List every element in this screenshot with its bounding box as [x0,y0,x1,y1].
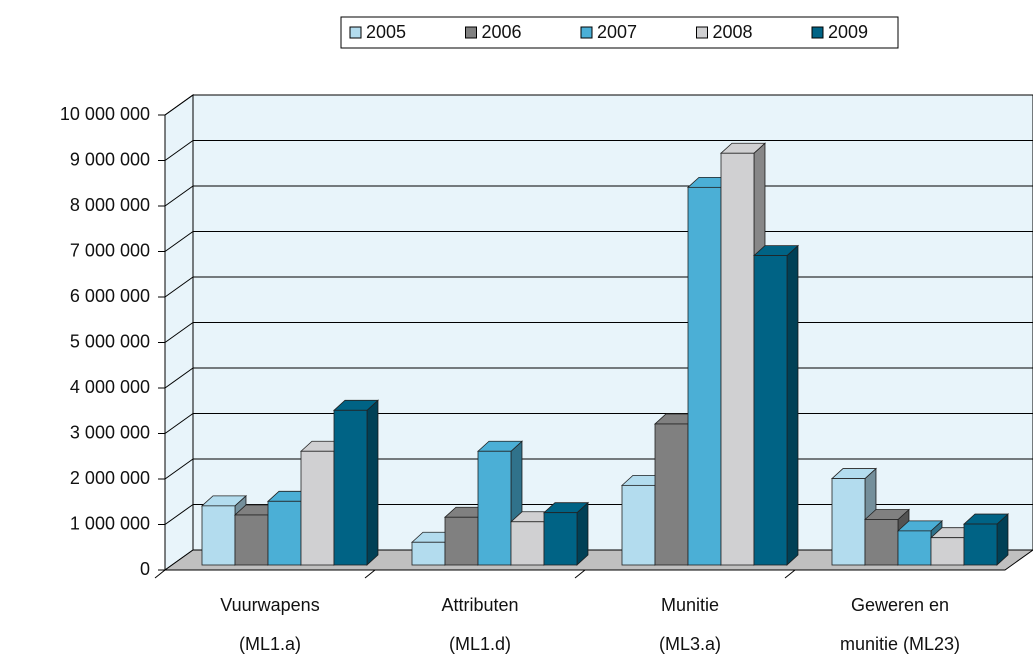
bar-side-shade [997,514,1008,565]
grid-line [164,322,194,343]
y-tick-label: 8 000 000 [70,195,150,215]
x-tick [364,569,376,579]
floor [163,549,1033,571]
grid-line [164,367,194,389]
grid-line [164,413,194,434]
y-tick-label: 2 000 000 [70,468,150,488]
bar [543,512,578,566]
legend-label: 2009 [828,22,868,42]
bar-side-shade [367,400,378,565]
y-tick-label: 0 [140,559,150,579]
grid-line [164,276,194,298]
bar [333,409,368,566]
grid-line [164,94,194,116]
bar [831,478,866,566]
x-tick [154,569,166,579]
bar [201,505,236,566]
legend-swatch [811,26,824,39]
bar-side-shade [577,502,588,565]
x-tick-label: Munitie [661,595,719,615]
x-tick-label: (ML1.a) [239,634,301,654]
x-tick-label: Vuurwapens [220,595,319,615]
bar [477,450,512,566]
bar [864,519,899,566]
bar [621,484,656,566]
bar [444,516,479,566]
legend-label: 2008 [713,22,753,42]
bar [963,523,998,566]
bar [267,500,302,566]
bar [654,423,689,566]
x-tick [784,569,796,579]
y-tick-label: 5 000 000 [70,331,150,351]
y-tick-label: 10 000 000 [60,104,150,124]
bar-side-shade [787,245,798,565]
y-tick-label: 9 000 000 [70,149,150,169]
x-tick [574,569,586,579]
legend-box [340,16,899,49]
bar [753,255,788,566]
legend-swatch [465,26,477,39]
bar [720,152,755,566]
legend-label: 2006 [482,22,522,42]
x-tick-label: Geweren en [851,595,949,615]
bar [510,521,545,566]
grid-line [164,504,194,525]
y-tick-label: 7 000 000 [70,240,150,260]
x-tick-label: (ML3.a) [659,634,721,654]
y-tick-label: 1 000 000 [70,513,150,533]
x-tick-label: Attributen [441,595,518,615]
bar [687,186,722,566]
y-tick-label: 3 000 000 [70,422,150,442]
legend-swatch [349,26,362,39]
bar [897,530,932,566]
grid-line [164,231,194,252]
legend-label: 2007 [597,22,637,42]
y-tick-label: 6 000 000 [70,286,150,306]
grid-line [164,185,194,207]
grid-line [164,458,194,480]
legend-swatch [696,26,708,39]
legend-label: 2005 [366,22,406,42]
bar [930,537,965,566]
legend-swatch [580,26,593,39]
x-tick-label: (ML1.d) [449,634,511,654]
grid-line [164,140,194,161]
bar [300,450,335,566]
bar [234,514,269,566]
bar [411,541,446,566]
y-tick-label: 4 000 000 [70,377,150,397]
x-tick-label: munitie (ML23) [840,634,960,654]
